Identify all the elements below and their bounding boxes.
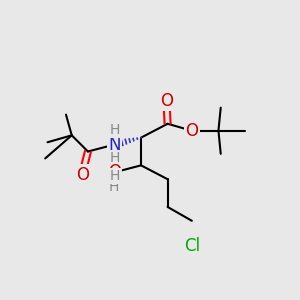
- Text: O: O: [185, 122, 198, 140]
- Text: H: H: [108, 180, 119, 194]
- Text: H: H: [109, 169, 120, 183]
- Text: N: N: [108, 136, 121, 154]
- Text: O: O: [76, 166, 88, 184]
- Text: Cl: Cl: [184, 237, 200, 255]
- Text: H: H: [109, 123, 120, 136]
- Text: H: H: [109, 152, 120, 165]
- Text: O: O: [160, 92, 173, 110]
- Text: O: O: [108, 163, 121, 181]
